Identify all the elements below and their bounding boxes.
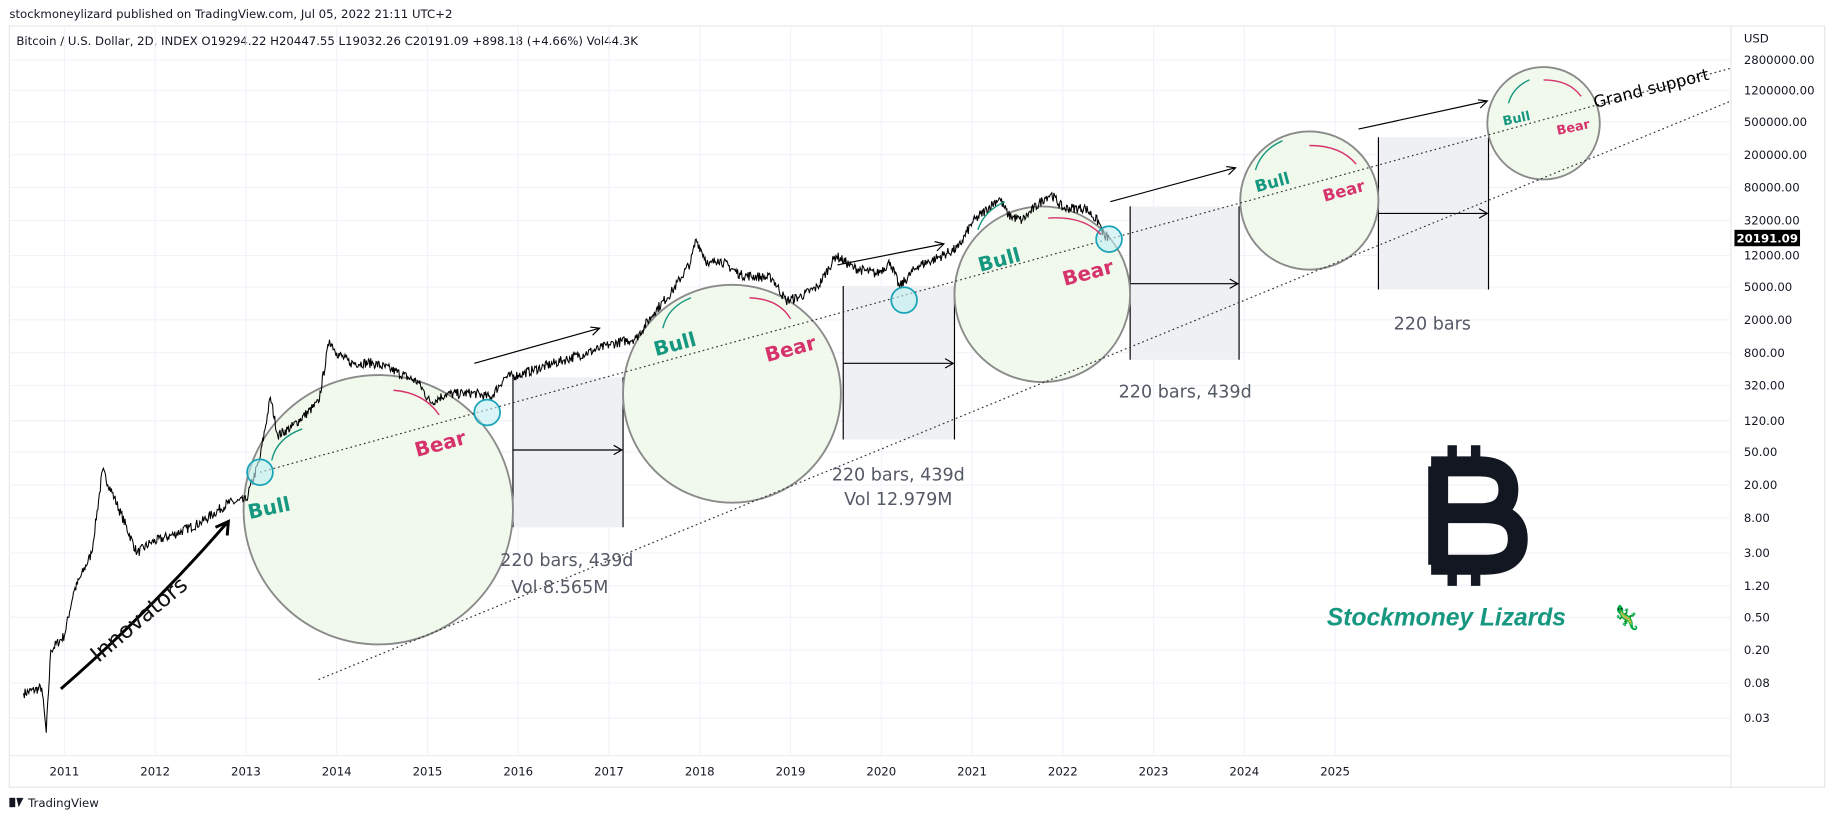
y-tick-label: 3.00 <box>1744 546 1770 560</box>
x-tick-label: 2019 <box>776 765 806 779</box>
bitcoin-logo-icon <box>1428 445 1528 586</box>
range-1-volume: Vol 8.565M <box>511 578 608 598</box>
x-tick-label: 2011 <box>50 765 80 779</box>
arrow-icon <box>1110 165 1237 203</box>
y-tick-label: 500000.00 <box>1744 115 1807 129</box>
x-tick-label: 2023 <box>1139 765 1169 779</box>
x-tick-label: 2025 <box>1320 765 1350 779</box>
lizard-mascot-icon: 🦎 <box>1611 604 1640 632</box>
symbol-ohlc-legend: Bitcoin / U.S. Dollar, 2D, INDEX O19294.… <box>16 34 638 48</box>
x-tick-label: 2017 <box>594 765 624 779</box>
range-3-label: 220 bars, 439d <box>1119 382 1252 402</box>
chart-frame <box>8 25 1826 788</box>
y-tick-label: 0.20 <box>1744 643 1770 657</box>
currency-label: USD <box>1744 31 1769 45</box>
price-axis[interactable]: 2800000.00 1200000.00 500000.00 200000.00 80… <box>1744 53 1815 725</box>
cycle-circle-2028[interactable] <box>1486 66 1601 181</box>
cycle-circle-2024[interactable] <box>1239 130 1380 271</box>
cycle-circles <box>242 66 1601 646</box>
y-tick-label: 120.00 <box>1744 414 1785 428</box>
touch-markers <box>246 225 1123 487</box>
y-tick-label: 50.00 <box>1744 445 1778 459</box>
y-tick-label: 32000.00 <box>1744 214 1800 228</box>
x-tick-label: 2012 <box>140 765 170 779</box>
y-tick-label: 800.00 <box>1744 346 1785 360</box>
x-tick-label: 2024 <box>1229 765 1259 779</box>
y-tick-label: 1200000.00 <box>1744 84 1815 98</box>
x-tick-label: 2018 <box>685 765 715 779</box>
x-tick-label: 2021 <box>957 765 987 779</box>
y-tick-label: 0.08 <box>1744 676 1770 690</box>
cycle-circle-2021[interactable] <box>953 205 1132 384</box>
cycle-arrows <box>271 79 1582 461</box>
range-measure-1[interactable] <box>512 377 624 528</box>
trend-arrows <box>59 99 1489 691</box>
tradingview-logo-icon <box>9 797 24 808</box>
y-tick-label: 0.03 <box>1744 711 1770 725</box>
range-2-volume: Vol 12.979M <box>844 490 952 510</box>
y-tick-label: 1.20 <box>1744 579 1770 593</box>
lower-support-line[interactable] <box>318 100 1732 681</box>
x-tick-label: 2015 <box>413 765 443 779</box>
cycle-circle-2013[interactable] <box>242 374 514 646</box>
grand-support-line[interactable] <box>259 67 1732 473</box>
range-4-label: 220 bars <box>1394 314 1471 334</box>
y-tick-label: 0.50 <box>1744 610 1770 624</box>
x-tick-label: 2022 <box>1048 765 1078 779</box>
innovators-arrow-icon <box>59 519 231 691</box>
cycle-circle-2017[interactable] <box>622 283 842 504</box>
range-2-label: 220 bars, 439d <box>832 465 965 485</box>
published-caption: stockmoneylizard published on TradingVie… <box>9 7 452 21</box>
x-tick-label: 2013 <box>231 765 261 779</box>
bull-label: Bull <box>1501 109 1531 129</box>
range-measure-4[interactable] <box>1377 137 1490 290</box>
touch-marker <box>890 286 918 314</box>
touch-marker <box>1095 225 1123 253</box>
last-price-badge <box>1734 229 1801 247</box>
x-tick-label: 2014 <box>322 765 352 779</box>
y-tick-label: 2000.00 <box>1744 313 1792 327</box>
y-tick-label: 5000.00 <box>1744 280 1792 294</box>
y-tick-label: 320.00 <box>1744 379 1785 393</box>
y-tick-label: 200000.00 <box>1744 148 1807 162</box>
last-price-value: 20191.09 <box>1737 232 1798 246</box>
touch-marker <box>246 458 274 487</box>
time-axis[interactable]: 2011 2012 2013 2014 2015 2016 2017 2018 2019 2020… <box>50 765 1350 779</box>
y-tick-label: 80000.00 <box>1744 181 1800 195</box>
x-tick-label: 2016 <box>503 765 533 779</box>
arrow-icon <box>1358 99 1489 130</box>
touch-marker <box>473 398 501 427</box>
arrow-icon <box>837 240 946 266</box>
arrow-icon <box>474 326 601 364</box>
range-measure-3[interactable] <box>1129 206 1240 360</box>
range-1-label: 220 bars, 439d <box>500 551 633 571</box>
price-line <box>23 191 1110 733</box>
x-tick-label: 2020 <box>866 765 896 779</box>
bear-label: Bear <box>1555 117 1592 139</box>
y-tick-label: 2800000.00 <box>1744 53 1815 67</box>
y-tick-label: 8.00 <box>1744 511 1770 525</box>
brand-name: Stockmoney Lizards <box>1327 605 1566 632</box>
y-tick-label: 12000.00 <box>1744 249 1800 263</box>
grand-support-label: Grand support <box>1591 65 1711 112</box>
y-tick-label: 20.00 <box>1744 478 1778 492</box>
tradingview-brand[interactable]: TradingView <box>27 796 99 810</box>
